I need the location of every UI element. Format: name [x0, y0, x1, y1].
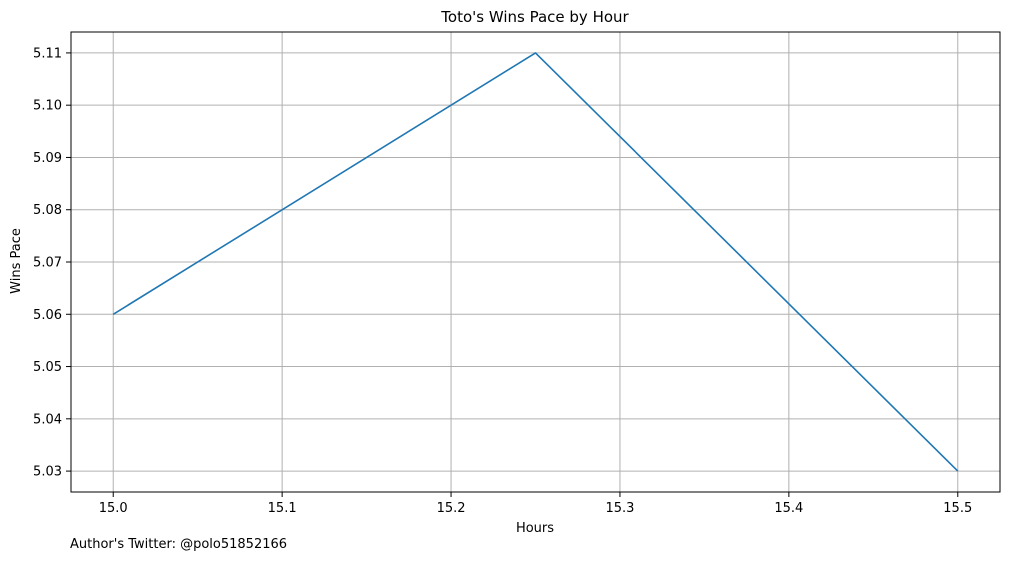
series-line	[112, 52, 959, 472]
x-tick-label: 15.4	[774, 501, 803, 516]
y-tick-label: 5.08	[33, 203, 62, 218]
chart-title: Toto's Wins Pace by Hour	[440, 8, 629, 26]
x-tick-label: 15.0	[99, 501, 128, 516]
x-tick-label: 15.1	[268, 501, 297, 516]
x-tick-label: 15.5	[943, 501, 972, 516]
y-tick-label: 5.04	[33, 412, 62, 427]
y-tick-label: 5.10	[33, 99, 62, 114]
author-credit: Author's Twitter: @polo51852166	[70, 537, 288, 552]
y-tick-label: 5.06	[33, 308, 62, 323]
y-tick-label: 5.07	[33, 256, 62, 271]
ticks: 15.0 15.1 15.2 15.3 15.4 15.5 5.03 5.04 5.05 5.06…	[33, 46, 972, 516]
x-tick-label: 15.3	[605, 501, 634, 516]
y-tick-label: 5.11	[33, 46, 62, 61]
series-layer	[112, 52, 959, 472]
x-tick-label: 15.2	[437, 501, 466, 516]
y-axis-label: Wins Pace	[9, 228, 24, 294]
grid	[71, 32, 1000, 492]
y-tick-label: 5.05	[33, 360, 62, 375]
y-tick-label: 5.09	[33, 151, 62, 166]
y-tick-label: 5.03	[33, 465, 62, 480]
x-axis-label: Hours	[516, 521, 554, 536]
